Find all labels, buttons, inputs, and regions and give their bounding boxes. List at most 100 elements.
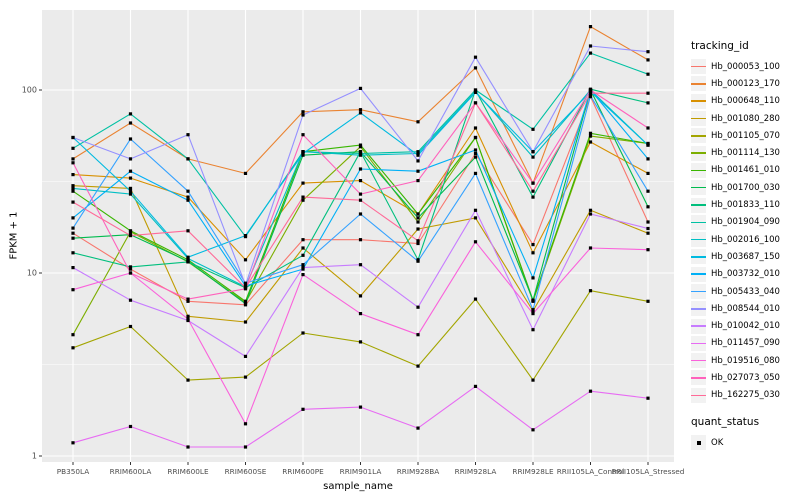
data-point <box>416 179 420 183</box>
data-point <box>531 308 535 312</box>
data-point <box>186 317 190 321</box>
legend-line-swatch <box>691 186 706 189</box>
data-point <box>416 305 420 309</box>
legend-key <box>691 353 706 369</box>
data-point <box>416 239 420 243</box>
data-point <box>358 167 363 171</box>
data-point <box>646 299 650 303</box>
data-point <box>473 126 478 130</box>
x-tick-label: PB350LA <box>57 467 90 476</box>
legend-item-Hb_003687_150: Hb_003687_150 <box>691 248 799 265</box>
data-point <box>358 150 363 154</box>
data-point <box>588 44 593 48</box>
data-point <box>588 51 593 55</box>
data-point <box>186 255 190 259</box>
legend-item-label: OK <box>711 437 724 448</box>
data-point <box>416 241 420 246</box>
legend-line-swatch <box>691 308 706 310</box>
data-point <box>531 150 535 154</box>
legend-item-label: Hb_001904_090 <box>711 217 780 228</box>
data-point <box>473 151 478 156</box>
data-point <box>301 133 305 137</box>
data-point <box>301 195 305 199</box>
data-point <box>416 216 420 220</box>
data-point <box>128 265 133 269</box>
data-point <box>416 333 420 337</box>
data-point <box>71 333 75 337</box>
data-point <box>358 198 363 202</box>
data-point <box>531 328 535 332</box>
legend-key <box>691 76 706 92</box>
data-point <box>358 145 363 149</box>
data-point <box>588 208 593 212</box>
data-point <box>128 121 133 125</box>
data-point <box>646 50 650 54</box>
data-point <box>646 126 650 130</box>
legend-key <box>691 266 706 282</box>
x-tick-label: RRIM928LA <box>455 467 497 476</box>
data-point <box>531 195 535 199</box>
data-point <box>128 271 133 275</box>
data-point <box>128 176 133 180</box>
data-point <box>186 229 190 233</box>
data-point <box>646 205 650 209</box>
data-point <box>71 157 75 161</box>
x-tick-label: RRII105LA_Control <box>557 467 625 476</box>
data-point <box>71 236 75 240</box>
legend-key <box>691 318 706 334</box>
data-point <box>531 276 535 280</box>
data-point <box>416 426 420 430</box>
data-point <box>186 133 190 137</box>
data-point <box>128 189 133 193</box>
data-point <box>71 216 75 220</box>
data-point <box>646 143 650 147</box>
data-point <box>301 266 305 270</box>
data-point <box>243 302 248 306</box>
data-point <box>588 289 593 293</box>
legend-title-tracking-id: tracking_id <box>691 40 749 52</box>
legend-item-Hb_000648_110: Hb_000648_110 <box>691 93 799 110</box>
data-point <box>128 424 133 429</box>
data-point <box>128 186 133 190</box>
data-point <box>358 312 363 316</box>
data-point <box>416 150 420 154</box>
black-square-point-icon <box>696 440 701 445</box>
data-point <box>473 208 478 212</box>
legend-line-swatch <box>691 135 706 137</box>
x-tick-label: RRIM928BA <box>397 467 440 476</box>
data-point <box>473 155 478 159</box>
legend-item-label: Hb_003687_150 <box>711 251 780 262</box>
data-point <box>358 340 363 344</box>
data-point <box>243 283 248 287</box>
data-point <box>301 407 305 411</box>
data-point <box>358 294 363 298</box>
legend-item-Hb_005433_040: Hb_005433_040 <box>691 283 799 300</box>
legend-item-label: Hb_000123_170 <box>711 78 780 89</box>
y-axis-title: FPKM + 1 <box>8 211 20 260</box>
data-point <box>301 151 305 156</box>
legend-item-Hb_162275_030: Hb_162275_030 <box>691 387 799 404</box>
data-point <box>531 378 535 382</box>
data-point <box>186 378 190 382</box>
legend-key <box>691 435 706 451</box>
legend-item-Hb_019516_080: Hb_019516_080 <box>691 352 799 369</box>
data-point <box>588 25 593 29</box>
data-point <box>416 151 420 156</box>
data-point <box>416 120 420 124</box>
data-point <box>473 55 478 59</box>
data-point <box>243 286 248 290</box>
legend-item-label: Hb_001114_130 <box>711 148 780 159</box>
data-point <box>473 297 478 301</box>
data-point <box>243 258 248 262</box>
data-point <box>358 143 363 147</box>
data-point <box>416 153 420 157</box>
data-point <box>473 384 478 388</box>
legend-key <box>691 214 706 230</box>
data-point <box>416 227 420 231</box>
data-point <box>71 288 75 292</box>
legend-quant-status: quant_status OK <box>691 416 799 451</box>
legend-key <box>691 387 706 403</box>
data-point <box>358 192 363 196</box>
data-point <box>358 238 363 242</box>
